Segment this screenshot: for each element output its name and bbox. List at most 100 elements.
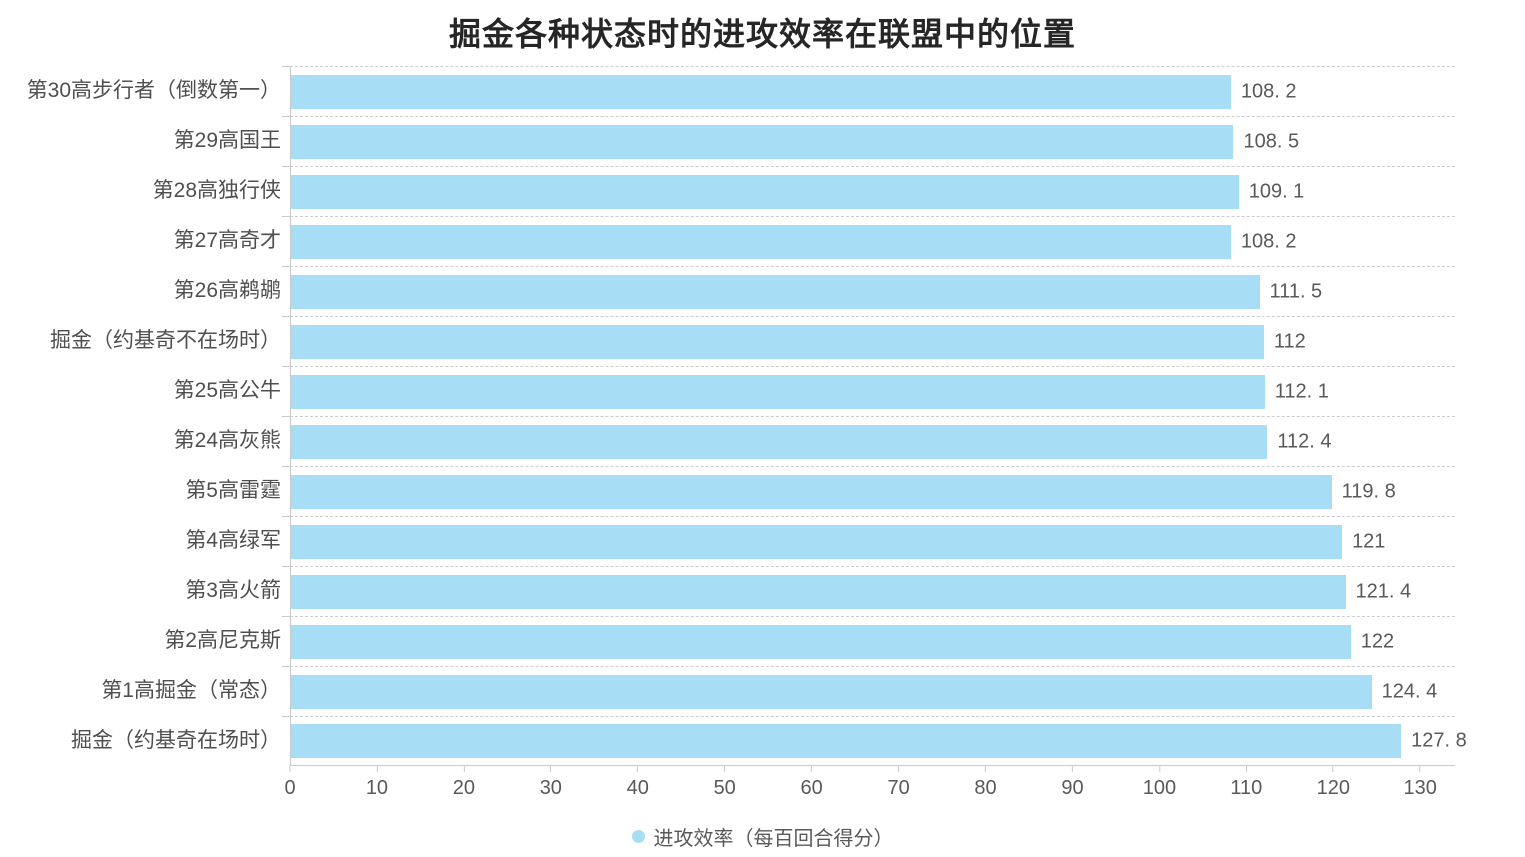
bar-value-label: 111. 5 bbox=[1269, 280, 1323, 302]
chart-row: 第30高步行者（倒数第一） 108. 2 bbox=[0, 66, 1525, 116]
bar[interactable] bbox=[291, 74, 1231, 109]
chart-row: 第2高尼克斯 122 bbox=[0, 616, 1525, 666]
bar[interactable] bbox=[291, 224, 1231, 259]
bar[interactable] bbox=[291, 574, 1346, 609]
bar-track: 112. 1 bbox=[282, 366, 1455, 416]
x-tick-label: 100 bbox=[1142, 777, 1177, 799]
x-tick: 0 bbox=[284, 766, 296, 800]
x-tick: 30 bbox=[540, 766, 562, 800]
x-tick: 60 bbox=[801, 766, 823, 800]
bar[interactable] bbox=[291, 324, 1264, 359]
bar[interactable] bbox=[291, 424, 1268, 459]
category-label: 第29高国王 bbox=[173, 129, 281, 152]
x-tick-label: 20 bbox=[452, 777, 475, 799]
chart-row: 第5高雷霆 119. 8 bbox=[0, 466, 1525, 516]
x-tick-mark bbox=[898, 766, 900, 772]
x-tick-label: 40 bbox=[626, 777, 649, 799]
chart-row: 第3高火箭 121. 4 bbox=[0, 566, 1525, 616]
bar-track: 108. 5 bbox=[282, 116, 1455, 166]
bar[interactable] bbox=[291, 124, 1234, 159]
x-tick: 50 bbox=[714, 766, 736, 800]
bar-value-label: 121 bbox=[1352, 530, 1386, 552]
category-label: 第1高掘金（常态） bbox=[101, 679, 281, 702]
bar-value-label: 122 bbox=[1360, 630, 1395, 652]
bar-value-label: 108. 2 bbox=[1240, 230, 1297, 252]
x-tick-label: 80 bbox=[974, 777, 997, 799]
x-tick: 80 bbox=[974, 766, 997, 800]
x-tick-label: 70 bbox=[887, 777, 910, 799]
bar[interactable] bbox=[291, 524, 1343, 559]
x-tick-mark bbox=[1071, 766, 1073, 772]
x-tick-mark bbox=[724, 766, 726, 772]
x-tick-label: 0 bbox=[284, 777, 296, 799]
category-label: 第3高火箭 bbox=[185, 579, 281, 602]
x-tick-mark bbox=[376, 766, 378, 772]
bar-track: 108. 2 bbox=[282, 216, 1455, 266]
x-tick-label: 30 bbox=[539, 777, 562, 799]
x-tick: 40 bbox=[627, 766, 649, 800]
category-label: 第25高公牛 bbox=[173, 379, 281, 402]
x-tick: 110 bbox=[1230, 766, 1262, 800]
bar-track: 119. 8 bbox=[282, 466, 1455, 516]
bar[interactable] bbox=[291, 474, 1332, 509]
chart-row: 第26高鹈鹕 111. 5 bbox=[0, 266, 1525, 316]
x-tick-label: 50 bbox=[713, 777, 736, 799]
bar[interactable] bbox=[291, 724, 1402, 758]
category-label: 掘金（约基奇在场时） bbox=[71, 729, 281, 752]
x-tick-mark bbox=[811, 766, 813, 772]
chart-row: 掘金（约基奇不在场时） 112 bbox=[0, 316, 1525, 366]
bar-value-label: 127. 8 bbox=[1411, 729, 1467, 752]
bar-track: 121 bbox=[282, 516, 1455, 566]
bar[interactable] bbox=[291, 624, 1351, 659]
x-tick: 130 bbox=[1404, 766, 1437, 800]
chart-row: 第28高独行侠 109. 1 bbox=[0, 166, 1525, 216]
bar-value-label: 124. 4 bbox=[1381, 680, 1438, 702]
chart-row: 第29高国王 108. 5 bbox=[0, 116, 1525, 166]
bar-track: 111. 5 bbox=[282, 266, 1455, 316]
chart-row: 第25高公牛 112. 1 bbox=[0, 366, 1525, 416]
bar-value-label: 108. 2 bbox=[1240, 80, 1297, 102]
x-tick-mark bbox=[463, 766, 465, 772]
x-tick: 70 bbox=[887, 766, 910, 800]
x-tick-mark bbox=[550, 766, 552, 772]
x-tick: 90 bbox=[1061, 766, 1084, 800]
x-tick-label: 90 bbox=[1061, 777, 1084, 799]
x-tick: 120 bbox=[1317, 766, 1350, 800]
x-tick-mark bbox=[1332, 766, 1334, 772]
x-tick-mark bbox=[1419, 766, 1421, 772]
bar-value-label: 112 bbox=[1273, 330, 1306, 352]
chart-row: 第27高奇才 108. 2 bbox=[0, 216, 1525, 266]
category-label: 第2高尼克斯 bbox=[164, 629, 281, 652]
category-label: 掘金（约基奇不在场时） bbox=[50, 329, 281, 352]
x-tick-label: 110 bbox=[1230, 777, 1263, 799]
bar-track: 127. 8 bbox=[282, 716, 1467, 766]
bar[interactable] bbox=[291, 274, 1260, 309]
x-tick: 20 bbox=[453, 766, 475, 800]
bar-track: 124. 4 bbox=[282, 666, 1455, 716]
x-tick: 10 bbox=[366, 766, 388, 800]
x-tick-mark bbox=[985, 766, 987, 772]
x-tick-mark bbox=[289, 766, 291, 772]
x-tick-label: 130 bbox=[1403, 777, 1437, 799]
chart-row: 第24高灰熊 112. 4 bbox=[0, 416, 1525, 466]
x-tick-mark bbox=[1245, 766, 1247, 772]
bar-track: 108. 2 bbox=[282, 66, 1455, 116]
category-label: 第4高绿军 bbox=[185, 529, 281, 552]
chart-row: 第4高绿军 121 bbox=[0, 516, 1525, 566]
x-tick-mark bbox=[1158, 766, 1160, 772]
bar-track: 122 bbox=[282, 616, 1455, 666]
legend-series-label: 进攻效率（每百回合得分） bbox=[653, 828, 894, 850]
bar[interactable] bbox=[291, 174, 1239, 209]
chart-title: 掘金各种状态时的进攻效率在联盟中的位置 bbox=[448, 16, 1076, 52]
category-label: 第28高独行侠 bbox=[152, 179, 281, 202]
bar-track: 112 bbox=[282, 316, 1455, 366]
bar-track: 109. 1 bbox=[282, 166, 1455, 216]
bar-track: 121. 4 bbox=[282, 566, 1455, 616]
legend-item[interactable]: 进攻效率（每百回合得分） bbox=[0, 822, 1525, 851]
bar-value-label: 119. 8 bbox=[1341, 480, 1396, 502]
bar-value-label: 108. 5 bbox=[1243, 130, 1300, 152]
bar[interactable] bbox=[291, 374, 1265, 409]
bar[interactable] bbox=[291, 674, 1372, 709]
x-tick-label: 120 bbox=[1316, 777, 1350, 799]
